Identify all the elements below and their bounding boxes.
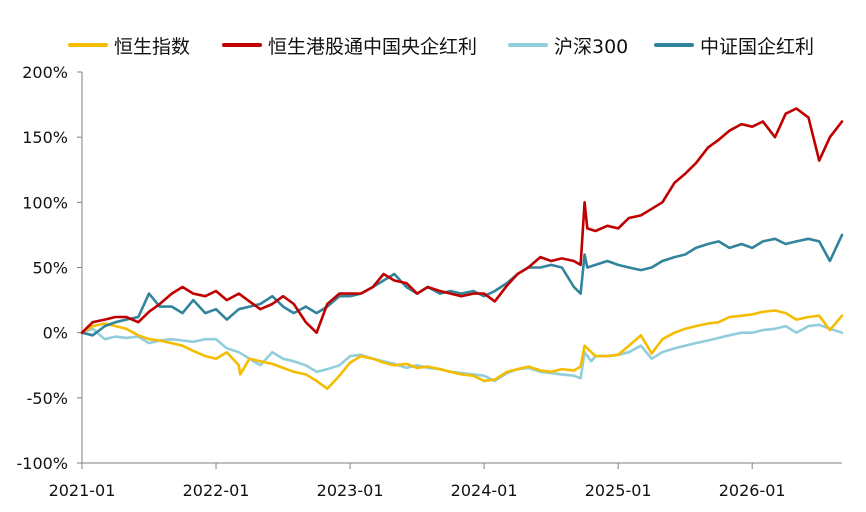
axes <box>77 71 842 469</box>
x-tick-label: 2024-01 <box>451 481 518 500</box>
legend-item-csi-soe-dividend[interactable]: 中证国企红利 <box>654 30 814 60</box>
series-line-csi-soe-dividend <box>80 233 844 337</box>
x-tick-label: 2023-01 <box>317 481 384 500</box>
x-tick-label: 2025-01 <box>585 481 652 500</box>
legend: 恒生指数 恒生港股通中国央企红利 沪深300 中证国企红利 <box>0 30 866 60</box>
y-tick-labels: 200% 150% 100% 50% 0% -50% -100% <box>16 63 68 473</box>
legend-swatch-hsi <box>68 43 108 47</box>
legend-label-csi-soe-dividend: 中证国企红利 <box>700 35 815 58</box>
legend-label-hsi: 恒生指数 <box>114 35 191 58</box>
legend-swatch-csi-soe-dividend <box>654 43 694 47</box>
legend-item-csi300[interactable]: 沪深300 <box>508 30 628 60</box>
legend-label-csi300: 沪深300 <box>554 35 629 58</box>
series-lines <box>80 107 844 390</box>
y-tick-label: 150% <box>22 128 68 147</box>
y-tick-label: 100% <box>22 193 68 212</box>
series-line-soe-dividend-hk <box>80 107 844 334</box>
x-tick-labels: 2021-01 2022-01 2023-01 2024-01 2025-01 2026-… <box>49 481 786 500</box>
y-tick-label: 200% <box>22 63 68 82</box>
y-tick-label: 0% <box>43 324 68 343</box>
y-tick-label: -50% <box>27 389 68 408</box>
legend-label-soe-dividend-hk: 恒生港股通中国央企红利 <box>268 35 478 58</box>
x-tick-label: 2026-01 <box>719 481 786 500</box>
x-tick-label: 2021-01 <box>49 481 116 500</box>
x-tick-label: 2022-01 <box>183 481 250 500</box>
y-tick-label: 50% <box>32 259 68 278</box>
series-line-hsi <box>80 309 844 390</box>
legend-swatch-csi300 <box>508 43 548 47</box>
legend-swatch-soe-dividend-hk <box>222 43 262 47</box>
legend-item-hsi[interactable]: 恒生指数 <box>68 30 190 60</box>
legend-item-soe-dividend-hk[interactable]: 恒生港股通中国央企红利 <box>222 30 477 60</box>
y-tick-label: -100% <box>16 454 68 473</box>
